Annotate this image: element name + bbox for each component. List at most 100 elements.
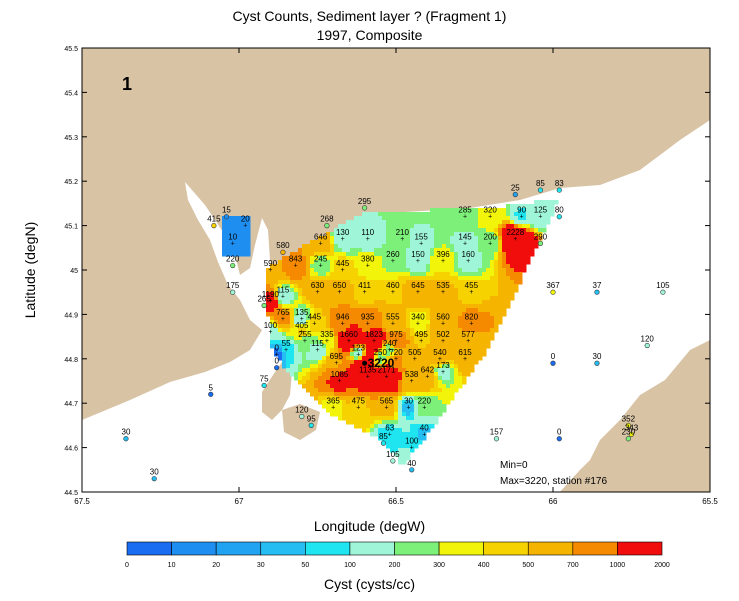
station-value: 1190 <box>262 290 280 299</box>
heatmap-cell <box>370 288 375 293</box>
heatmap-cell <box>366 420 371 425</box>
heatmap-cell <box>454 296 459 301</box>
heatmap-cell <box>414 424 419 429</box>
heatmap-cell <box>342 312 347 317</box>
heatmap-cell <box>498 240 503 245</box>
heatmap-cell <box>310 384 315 389</box>
heatmap-cell <box>410 344 415 349</box>
heatmap-cell <box>290 352 295 357</box>
heatmap-cell <box>422 428 427 433</box>
heatmap-cell <box>306 372 311 377</box>
heatmap-cell <box>370 272 375 277</box>
heatmap-cell <box>362 396 367 401</box>
heatmap-cell <box>402 340 407 345</box>
heatmap-cell <box>410 332 415 337</box>
heatmap-cell <box>490 300 495 305</box>
heatmap-cell <box>330 308 335 313</box>
heatmap-cell <box>454 360 459 365</box>
heatmap-cell <box>362 244 367 249</box>
heatmap-cell <box>434 288 439 293</box>
heatmap-cell <box>450 304 455 309</box>
station-value: 110 <box>361 228 374 237</box>
heatmap-cell <box>306 388 311 393</box>
station-marker: + <box>391 289 395 296</box>
heatmap-cell <box>306 248 311 253</box>
station-marker <box>261 302 267 309</box>
heatmap-cell <box>386 368 391 373</box>
heatmap-cell <box>326 356 331 361</box>
heatmap-cell <box>438 380 443 385</box>
heatmap-cell <box>306 288 311 293</box>
station-marker: + <box>293 263 297 270</box>
heatmap-cell <box>298 280 303 285</box>
heatmap-cell <box>406 372 411 377</box>
heatmap-cell <box>310 260 315 265</box>
heatmap-cell <box>230 252 235 257</box>
heatmap-cell <box>426 268 431 273</box>
station-marker: + <box>319 263 323 270</box>
heatmap-cell <box>506 272 511 277</box>
heatmap-cell <box>310 252 315 257</box>
heatmap-cell <box>426 388 431 393</box>
heatmap-cell <box>474 256 479 261</box>
heatmap-cell <box>222 240 227 245</box>
heatmap-cell <box>310 284 315 289</box>
heatmap-cell <box>514 236 519 241</box>
heatmap-cell <box>386 252 391 257</box>
heatmap-cell <box>410 284 415 289</box>
heatmap-cell <box>442 360 447 365</box>
heatmap-cell <box>378 280 383 285</box>
heatmap-cell <box>418 348 423 353</box>
heatmap-cell <box>394 316 399 321</box>
heatmap-cell <box>370 276 375 281</box>
heatmap-cell <box>502 256 507 261</box>
heatmap-cell <box>422 384 427 389</box>
heatmap-cell <box>466 324 471 329</box>
heatmap-cell <box>270 272 275 277</box>
station-value: 245 <box>314 255 328 264</box>
heatmap-cell <box>370 316 375 321</box>
heatmap-cell <box>394 284 399 289</box>
heatmap-cell <box>434 404 439 409</box>
heatmap-cell <box>438 352 443 357</box>
heatmap-cell <box>530 212 535 217</box>
heatmap-cell <box>422 216 427 221</box>
heatmap-cell <box>374 372 379 377</box>
heatmap-cell <box>310 264 315 269</box>
heatmap-cell <box>446 268 451 273</box>
heatmap-cell <box>298 300 303 305</box>
heatmap-cell <box>406 436 411 441</box>
heatmap-cell <box>510 220 515 225</box>
heatmap-cell <box>534 240 539 245</box>
station-peak-marker <box>362 360 368 366</box>
heatmap-cell <box>298 368 303 373</box>
heatmap-cell <box>306 300 311 305</box>
heatmap-cell <box>338 296 343 301</box>
heatmap-cell <box>538 204 543 209</box>
heatmap-cell <box>350 236 355 241</box>
heatmap-cell <box>486 244 491 249</box>
heatmap-cell <box>382 328 387 333</box>
heatmap-cell <box>442 296 447 301</box>
station-value: 538 <box>405 370 419 379</box>
heatmap-cell <box>362 356 367 361</box>
heatmap-cell <box>410 232 415 237</box>
heatmap-cell <box>414 268 419 273</box>
colorbar-tick-label: 30 <box>257 562 265 569</box>
heatmap-cell <box>318 300 323 305</box>
heatmap-cell <box>394 220 399 225</box>
heatmap-cell <box>266 308 271 313</box>
heatmap-cell <box>358 388 363 393</box>
heatmap-cell <box>490 268 495 273</box>
heatmap-cell <box>334 272 339 277</box>
heatmap-cell <box>406 328 411 333</box>
heatmap-cell <box>406 240 411 245</box>
heatmap-cell <box>514 260 519 265</box>
heatmap-cell <box>330 408 335 413</box>
heatmap-cell <box>530 216 535 221</box>
heatmap-cell <box>398 212 403 217</box>
heatmap-cell <box>350 372 355 377</box>
heatmap-cell <box>366 324 371 329</box>
heatmap-cell <box>434 276 439 281</box>
heatmap-cell <box>446 392 451 397</box>
